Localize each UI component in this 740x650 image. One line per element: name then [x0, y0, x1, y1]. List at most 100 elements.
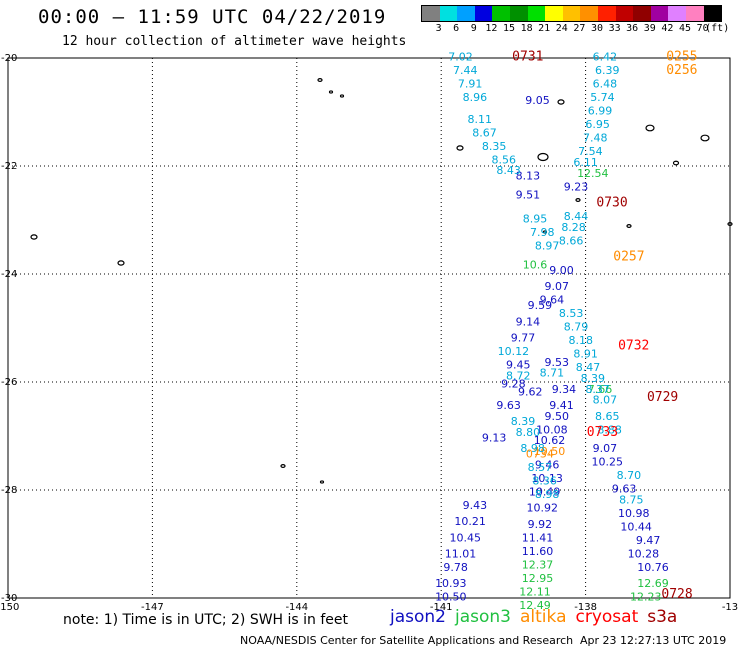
wave-height-label: 9.63 [496, 399, 521, 412]
colorbar-swatch [457, 6, 475, 21]
colorbar-swatch [633, 6, 651, 21]
wave-height-label: 9.50 [544, 410, 569, 423]
wave-height-label: 8.72 [506, 369, 531, 382]
wave-height-label: 9.62 [518, 386, 543, 399]
legend-item-jason2: jason2 [390, 607, 446, 627]
wave-height-label: 10.25 [592, 456, 624, 469]
colorbar-swatch [562, 6, 581, 21]
wave-height-label: 10.93 [435, 577, 467, 590]
lon-tick-label: -144 [285, 602, 308, 613]
map-title: 00:00 – 11:59 UTC 04/22/2019 [38, 6, 387, 28]
legend-item-jason3: jason3 [455, 607, 511, 627]
wave-height-label: 8.11 [467, 113, 492, 126]
pass-id-label: 0728 [661, 587, 692, 602]
map-border [7, 57, 731, 599]
wave-height-label: 11.01 [445, 548, 477, 561]
wave-height-label: 6.39 [595, 64, 620, 77]
wave-height-label: 6.99 [588, 105, 613, 118]
wave-height-label: 10.76 [637, 561, 669, 574]
generation-timestamp: Apr 23 12:27:13 UTC 2019 [580, 634, 727, 647]
wave-height-label: 8.98 [520, 442, 545, 455]
wave-height-label: 10.62 [534, 434, 566, 447]
wave-height-label: 8.13 [516, 170, 541, 183]
lon-tick-label: -141 [430, 602, 453, 613]
wave-height-label: 5.74 [590, 91, 615, 104]
wave-height-label: 9.41 [549, 399, 574, 412]
wave-height-label: 8.65 [595, 410, 620, 423]
wave-height-label: 8.80 [516, 426, 541, 439]
island [319, 480, 325, 484]
wave-height-label: 8.95 [523, 213, 548, 226]
wave-height-label: 8.37 [585, 383, 610, 396]
wave-height-label: 12.23 [630, 591, 662, 604]
wave-height-label: 8.53 [559, 307, 584, 320]
wave-height-label: 8.91 [573, 348, 598, 361]
colorbar-label: 36 [626, 23, 639, 34]
wave-height-label: 8.79 [564, 321, 589, 334]
wave-height-label: 7.02 [448, 51, 473, 64]
colorbar-label: 30 [590, 23, 604, 34]
colorbar-swatch [545, 6, 563, 21]
map-frame [7, 57, 731, 599]
island [727, 222, 733, 227]
wave-height-label: 8.47 [576, 361, 601, 374]
colorbar-swatch [527, 6, 546, 21]
colorbar-swatch [615, 6, 634, 21]
wave-height-label: 8.43 [496, 164, 521, 177]
wave-height-label: 9.47 [636, 534, 661, 547]
wave-height-label: 6.11 [573, 156, 598, 169]
islands [30, 77, 733, 484]
map-subtitle: 12 hour collection of altimeter wave hei… [62, 34, 407, 49]
colorbar-swatch [580, 6, 598, 21]
pass-id-label: 0255 [666, 50, 697, 65]
pass-id-label: 0729 [647, 390, 678, 405]
wave-height-label: 9.34 [552, 383, 577, 396]
wave-height-label: 8.71 [540, 367, 565, 380]
colorbar-label: (ft) [705, 23, 730, 34]
lat-tick-label: -30 [1, 593, 17, 604]
island [537, 152, 549, 162]
wave-height-label: 10.08 [536, 423, 568, 436]
wave-height-label: 7.44 [453, 64, 478, 77]
colorbar-label: 12 [485, 23, 498, 34]
colorbar-label: 18 [520, 23, 533, 34]
island [328, 90, 334, 94]
colorbar-swatch [668, 6, 686, 21]
wave-height-label: 12.37 [522, 558, 554, 571]
legend-item-altika: altika [520, 607, 567, 627]
wave-height-label: 9.07 [544, 280, 569, 293]
wave-height-label: 8.44 [564, 210, 589, 223]
units-note: note: 1) Time is in UTC; 2) SWH is in fe… [63, 612, 349, 628]
wave-height-label: 10.45 [450, 531, 482, 544]
colorbar-swatch [650, 6, 669, 21]
colorbar-label: 45 [678, 23, 692, 34]
wave-height-label: 10.13 [531, 472, 563, 485]
wave-height-label: 7.91 [458, 78, 483, 91]
colorbar-label: 27 [573, 23, 586, 34]
pass-id-label: 0730 [596, 196, 627, 211]
lon-tick-label: -150 [0, 602, 19, 613]
satellite-legend: jason2 jason3 altika cryosat s3a [390, 607, 686, 627]
wave-height-label: 9.77 [511, 332, 536, 345]
colorbar-label: 21 [538, 23, 551, 34]
pass-id-label: 0257 [613, 250, 644, 265]
wave-height-label: 8.07 [593, 394, 618, 407]
colorbar-labels: 3 6 9 12 15 18 21 24 27 30 33 36 39 42 45 70 (ft) [421, 23, 740, 37]
wave-height-label: 0734 [526, 448, 554, 461]
island [339, 94, 345, 98]
wave-height-label: 8.96 [463, 91, 488, 104]
colorbar-swatch [597, 6, 616, 21]
lat-tick-label: -20 [1, 53, 17, 64]
colorbar-label: 9 [470, 23, 477, 34]
wave-height-label: 12.11 [519, 585, 551, 598]
colorbar-label: 3 [435, 23, 442, 34]
wave-height-label: 8.56 [492, 153, 517, 166]
wave-height-label: 12.49 [519, 599, 551, 612]
wave-height-label: 7.48 [583, 132, 608, 145]
wave-height-label: 8.39 [511, 415, 536, 428]
island [542, 230, 548, 234]
pass-id-label: 0731 [512, 50, 543, 65]
wave-height-points: 9.058.139.519.009.079.649.599.149.779.45… [435, 51, 669, 612]
